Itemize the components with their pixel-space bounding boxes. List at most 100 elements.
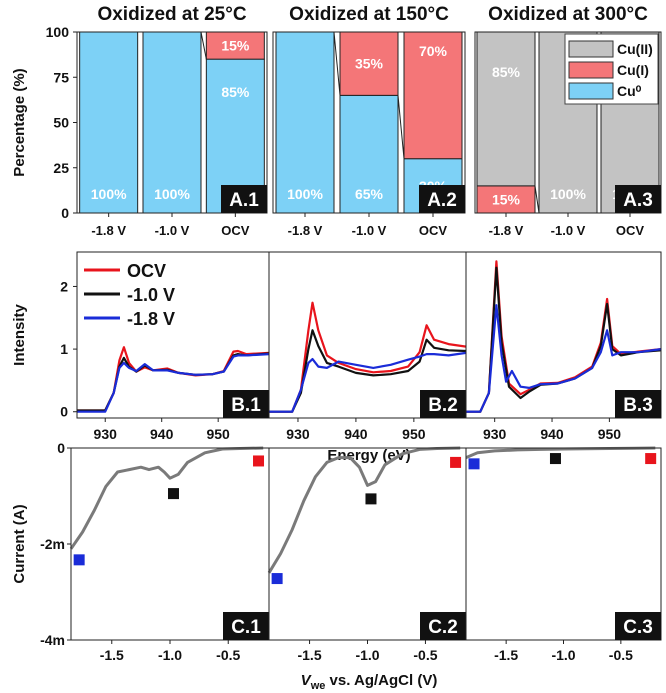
current-curve	[465, 446, 656, 459]
x-tick-label: 930	[94, 426, 118, 442]
panel-label: B.3	[623, 395, 653, 416]
x-tick-label: OCV	[419, 223, 448, 238]
x-tick-label: -1.5	[297, 647, 321, 663]
legend-swatch	[568, 40, 614, 58]
marker--1.0 V	[365, 493, 377, 505]
current-curve	[69, 446, 264, 550]
y-axis-label: Percentage (%)	[11, 68, 28, 176]
x-label-sub: we	[310, 680, 326, 692]
x-tick-label: -1.5	[494, 647, 518, 663]
legend: Cu(II) Cu(I) Cu⁰	[564, 33, 659, 105]
bar-Cu(II)--1.8 V	[476, 31, 536, 187]
panel-label-bg	[615, 185, 661, 213]
x-tick-label: -1.0	[551, 647, 575, 663]
x-tick-label: 940	[150, 426, 174, 442]
marker-OCV	[450, 456, 462, 468]
panel-label-badge: C.3	[615, 612, 661, 640]
current-panel-2: -1.5 -1.0 -0.5 C.2	[267, 446, 467, 663]
panel-label-badge: B.1	[223, 390, 269, 418]
panel-title: Oxidized at 25°C	[97, 4, 246, 25]
connector-line	[397, 95, 405, 159]
marker-OCV	[645, 453, 657, 465]
panel-label: C.1	[231, 617, 261, 638]
bar-Cu0--1.8 V	[79, 31, 139, 214]
bar-value-label: 35%	[355, 56, 384, 72]
x-tick-label: -1.0 V	[551, 223, 586, 238]
bar-value-label: 85%	[221, 84, 250, 100]
legend-label: OCV	[127, 261, 166, 281]
y-tick-label: 75	[53, 69, 69, 85]
y-tick-label: 0	[61, 205, 69, 221]
panel-label-badge: A.1	[221, 185, 267, 213]
plot-frame	[465, 251, 662, 419]
legend-label: Cu(I)	[617, 62, 649, 78]
y-axis-label: Current (A)	[11, 504, 28, 583]
spectrum-line--1.8 V	[269, 351, 467, 413]
x-tick-label: -1.0	[355, 647, 379, 663]
current-curve	[267, 446, 461, 574]
y-tick-label: 0	[60, 404, 68, 420]
panel-label: A.3	[623, 190, 653, 211]
panel-label: C.3	[623, 617, 653, 638]
marker--1.8 V	[468, 458, 480, 470]
spectrum-line-OCV	[269, 301, 467, 413]
legend-label: Cu(II)	[617, 41, 653, 57]
panel-title: Oxidized at 150°C	[289, 4, 449, 25]
panel-label-badge: B.3	[615, 390, 661, 418]
x-tick-label: -1.0 V	[352, 223, 387, 238]
y-tick-label: 25	[53, 160, 69, 176]
bar-value-label: 85%	[492, 64, 521, 80]
plot-frame	[465, 447, 662, 641]
panel-label: A.2	[427, 190, 457, 211]
bar-Cu(I)-OCV	[403, 31, 463, 160]
spectrum-line--1.8 V	[466, 304, 662, 413]
spectrum-line--1.8 V	[77, 353, 270, 413]
bar-value-label: 15%	[221, 38, 250, 54]
x-tick-label: 950	[206, 426, 230, 442]
bar-Cu0--1.0 V	[142, 31, 202, 214]
bar-value-label: 100%	[154, 186, 190, 202]
bar-value-label: 100%	[550, 186, 586, 202]
legend-label: -1.8 V	[127, 309, 175, 329]
x-tick-label: -1.0 V	[155, 223, 190, 238]
legend-label: Cu⁰	[617, 83, 642, 99]
connector-line	[534, 185, 540, 214]
x-tick-label: -1.8 V	[91, 223, 126, 238]
bar-value-label: 65%	[355, 186, 384, 202]
plot-frame	[272, 31, 466, 214]
x-tick-label: -0.5	[609, 647, 633, 663]
y-tick-label: 1	[60, 341, 68, 357]
bar-value-label: 100%	[287, 186, 323, 202]
x-tick-label: OCV	[221, 223, 250, 238]
legend-label: -1.0 V	[127, 285, 175, 305]
bar-panel-1: Oxidized at 25°C -1.8 V -1.0 V OCV 100% 100% 8…	[11, 4, 268, 238]
panel-label-bg	[420, 612, 466, 640]
x-axis-label: Vwe vs. Ag/AgCl (V)	[301, 672, 438, 692]
bar-value-label: 70%	[419, 43, 448, 59]
x-tick-label: -0.5	[216, 647, 240, 663]
bar-Cu(I)--1.0 V	[339, 31, 399, 96]
y-tick-label: 0	[57, 440, 65, 456]
panel-label-badge: C.2	[420, 612, 466, 640]
legend-swatch	[568, 61, 614, 79]
panel-label-badge: C.1	[223, 612, 269, 640]
legend-swatch	[568, 82, 614, 100]
x-axis-label: Energy (eV)	[327, 447, 410, 464]
x-tick-label: -1.5	[100, 647, 124, 663]
panel-label: B.2	[428, 395, 458, 416]
x-tick-label: 950	[598, 426, 622, 442]
panel-label-bg	[419, 185, 465, 213]
panel-label-bg	[223, 612, 269, 640]
panel-label: A.1	[229, 190, 259, 211]
marker--1.8 V	[271, 573, 283, 585]
bar-panel-2: Oxidized at 150°C -1.8 V -1.0 V OCV 100% 65% 3…	[272, 4, 466, 238]
panel-label-badge: A.3	[615, 185, 661, 213]
plot-frame	[474, 31, 662, 214]
bar-panel-3: Oxidized at 300°C -1.8 V -1.0 V OCV 85% 15% 10…	[474, 4, 662, 238]
panel-label: C.2	[428, 617, 458, 638]
x-tick-label: 930	[286, 426, 310, 442]
panel-title: Oxidized at 300°C	[488, 4, 648, 25]
y-tick-label: 50	[53, 115, 69, 131]
